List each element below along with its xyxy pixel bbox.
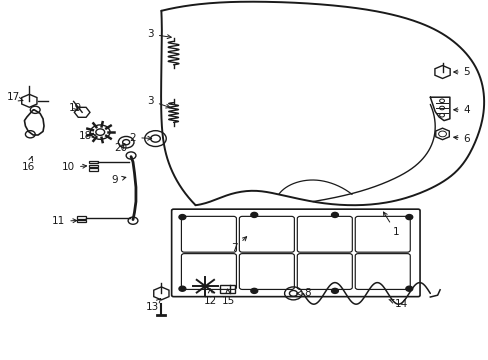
Text: 19: 19 [69, 103, 82, 113]
Circle shape [331, 288, 338, 293]
Text: 9: 9 [111, 175, 125, 185]
Text: 18: 18 [79, 131, 96, 141]
Text: 16: 16 [21, 157, 35, 172]
Text: 3: 3 [147, 96, 170, 108]
Circle shape [179, 286, 185, 291]
Bar [220, 285, 234, 293]
Text: 12: 12 [203, 289, 217, 306]
Bar [89, 168, 98, 171]
Text: 7: 7 [231, 237, 246, 253]
Text: 1: 1 [383, 212, 399, 237]
Text: 13: 13 [145, 299, 161, 312]
Text: 20: 20 [115, 143, 127, 153]
Text: 10: 10 [62, 162, 86, 172]
Text: 11: 11 [52, 216, 77, 226]
Circle shape [250, 288, 257, 293]
Text: 4: 4 [453, 105, 469, 115]
Text: 3: 3 [147, 29, 171, 39]
Circle shape [250, 212, 257, 217]
Text: 17: 17 [7, 92, 23, 102]
Bar [77, 216, 86, 219]
Circle shape [331, 212, 338, 217]
Circle shape [179, 215, 185, 220]
Circle shape [405, 215, 412, 220]
Bar [77, 220, 86, 222]
Text: 6: 6 [453, 134, 469, 144]
Bar [89, 165, 98, 167]
Text: 14: 14 [388, 299, 407, 309]
Circle shape [405, 286, 412, 291]
Text: 8: 8 [296, 288, 310, 298]
Text: 5: 5 [453, 67, 469, 77]
Text: 15: 15 [222, 289, 235, 306]
Text: 2: 2 [129, 132, 151, 143]
Bar [89, 161, 98, 163]
